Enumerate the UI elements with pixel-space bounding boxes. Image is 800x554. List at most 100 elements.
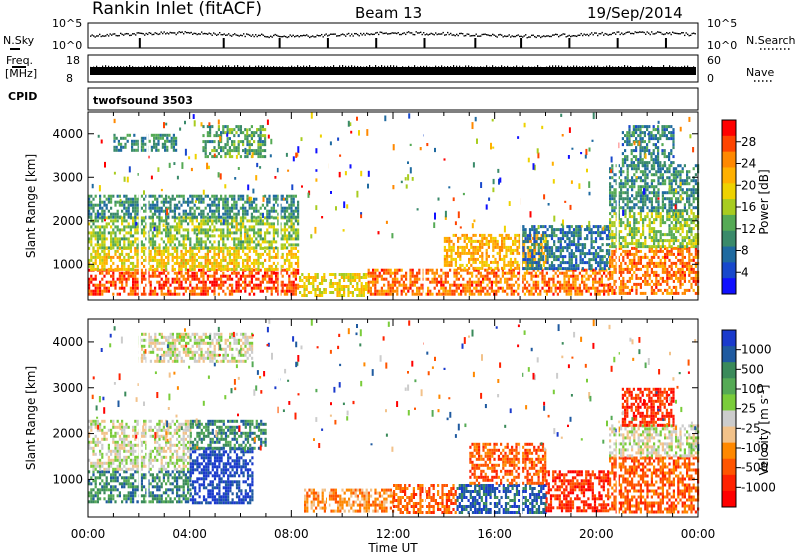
data-cell bbox=[567, 268, 570, 272]
data-cell bbox=[538, 254, 541, 258]
data-cell bbox=[220, 155, 223, 159]
freq-trace bbox=[90, 65, 696, 75]
data-cell bbox=[149, 292, 152, 296]
data-cell bbox=[149, 286, 152, 290]
data-cell bbox=[281, 197, 284, 201]
data-cell bbox=[213, 219, 216, 223]
data-cell bbox=[231, 197, 234, 201]
data-cell bbox=[94, 267, 97, 271]
data-cell bbox=[608, 231, 611, 235]
data-cell bbox=[157, 133, 160, 137]
nsky-point bbox=[391, 32, 393, 34]
data-cell bbox=[237, 246, 240, 250]
nsky-point bbox=[153, 33, 155, 36]
data-cell bbox=[195, 277, 198, 281]
data-cell bbox=[129, 255, 132, 259]
data-cell bbox=[88, 261, 91, 265]
nsky-point bbox=[210, 33, 212, 35]
data-cell bbox=[283, 289, 286, 293]
data-cell bbox=[631, 246, 634, 250]
nsky-point bbox=[523, 35, 525, 37]
data-cell bbox=[526, 280, 529, 284]
data-cell bbox=[101, 261, 104, 265]
data-cell bbox=[554, 271, 557, 275]
data-cell bbox=[570, 289, 573, 293]
data-cell bbox=[250, 203, 253, 207]
data-cell bbox=[239, 267, 242, 271]
data-cell bbox=[220, 264, 223, 268]
data-cell bbox=[594, 289, 597, 293]
data-cell bbox=[182, 234, 185, 238]
data-cell bbox=[362, 285, 365, 288]
data-cell bbox=[510, 271, 513, 275]
data-cell bbox=[145, 255, 148, 259]
data-cell bbox=[264, 194, 267, 198]
data-cell bbox=[244, 209, 247, 213]
data-cell bbox=[237, 243, 240, 247]
data-cell bbox=[235, 206, 238, 210]
data-cell bbox=[459, 254, 462, 258]
data-cell bbox=[372, 280, 375, 284]
data-cell bbox=[193, 231, 196, 235]
data-cell bbox=[261, 261, 264, 265]
data-cell bbox=[132, 261, 135, 265]
data-cell bbox=[226, 212, 229, 216]
data-cell bbox=[272, 246, 275, 250]
data-cell bbox=[275, 280, 278, 284]
data-cell bbox=[603, 264, 606, 268]
nsky-point bbox=[240, 34, 242, 36]
data-cell bbox=[455, 289, 458, 293]
data-cell bbox=[94, 249, 97, 253]
data-cell bbox=[552, 277, 555, 281]
data-cell bbox=[374, 274, 377, 278]
data-cell bbox=[255, 152, 258, 156]
data-cell bbox=[123, 206, 126, 210]
nsky-point bbox=[195, 32, 197, 35]
data-cell bbox=[448, 245, 451, 249]
data-cell bbox=[173, 289, 176, 293]
data-cell bbox=[191, 277, 194, 281]
data-cell bbox=[213, 146, 216, 150]
data-cell bbox=[613, 288, 616, 292]
data-cell bbox=[400, 283, 403, 287]
data-cell bbox=[358, 288, 361, 291]
data-cell bbox=[517, 292, 520, 296]
data-cell bbox=[347, 291, 350, 294]
data-cell bbox=[195, 286, 198, 290]
data-cell bbox=[472, 251, 475, 255]
data-cell bbox=[233, 212, 236, 216]
data-cell bbox=[372, 277, 375, 281]
nsky-point bbox=[274, 33, 276, 36]
data-cell bbox=[411, 280, 414, 284]
data-cell bbox=[581, 268, 584, 272]
data-cell bbox=[442, 280, 445, 284]
nave-point bbox=[444, 66, 446, 69]
data-cell bbox=[532, 280, 535, 284]
data-cell bbox=[105, 216, 108, 220]
data-cell bbox=[503, 236, 506, 240]
nsky-point bbox=[255, 34, 257, 36]
data-cell bbox=[277, 261, 280, 265]
data-cell bbox=[505, 248, 508, 252]
data-cell bbox=[374, 289, 377, 293]
data-cell bbox=[617, 288, 620, 292]
data-cell bbox=[222, 289, 225, 293]
data-cell bbox=[178, 194, 181, 198]
nsky-point bbox=[208, 32, 210, 34]
data-cell bbox=[594, 252, 598, 256]
data-cell bbox=[204, 240, 207, 244]
data-cell bbox=[191, 215, 194, 219]
data-cell bbox=[490, 280, 493, 284]
data-cell bbox=[235, 131, 238, 135]
data-cell bbox=[257, 258, 260, 262]
data-cell bbox=[143, 289, 146, 293]
nsky-point bbox=[202, 33, 204, 35]
data-cell bbox=[653, 288, 656, 292]
data-cell bbox=[217, 246, 220, 250]
data-cell bbox=[213, 197, 216, 201]
data-cell bbox=[120, 136, 123, 140]
data-cell bbox=[160, 292, 163, 296]
data-cell bbox=[182, 261, 185, 265]
data-cell bbox=[154, 252, 157, 256]
data-cell bbox=[239, 243, 242, 247]
